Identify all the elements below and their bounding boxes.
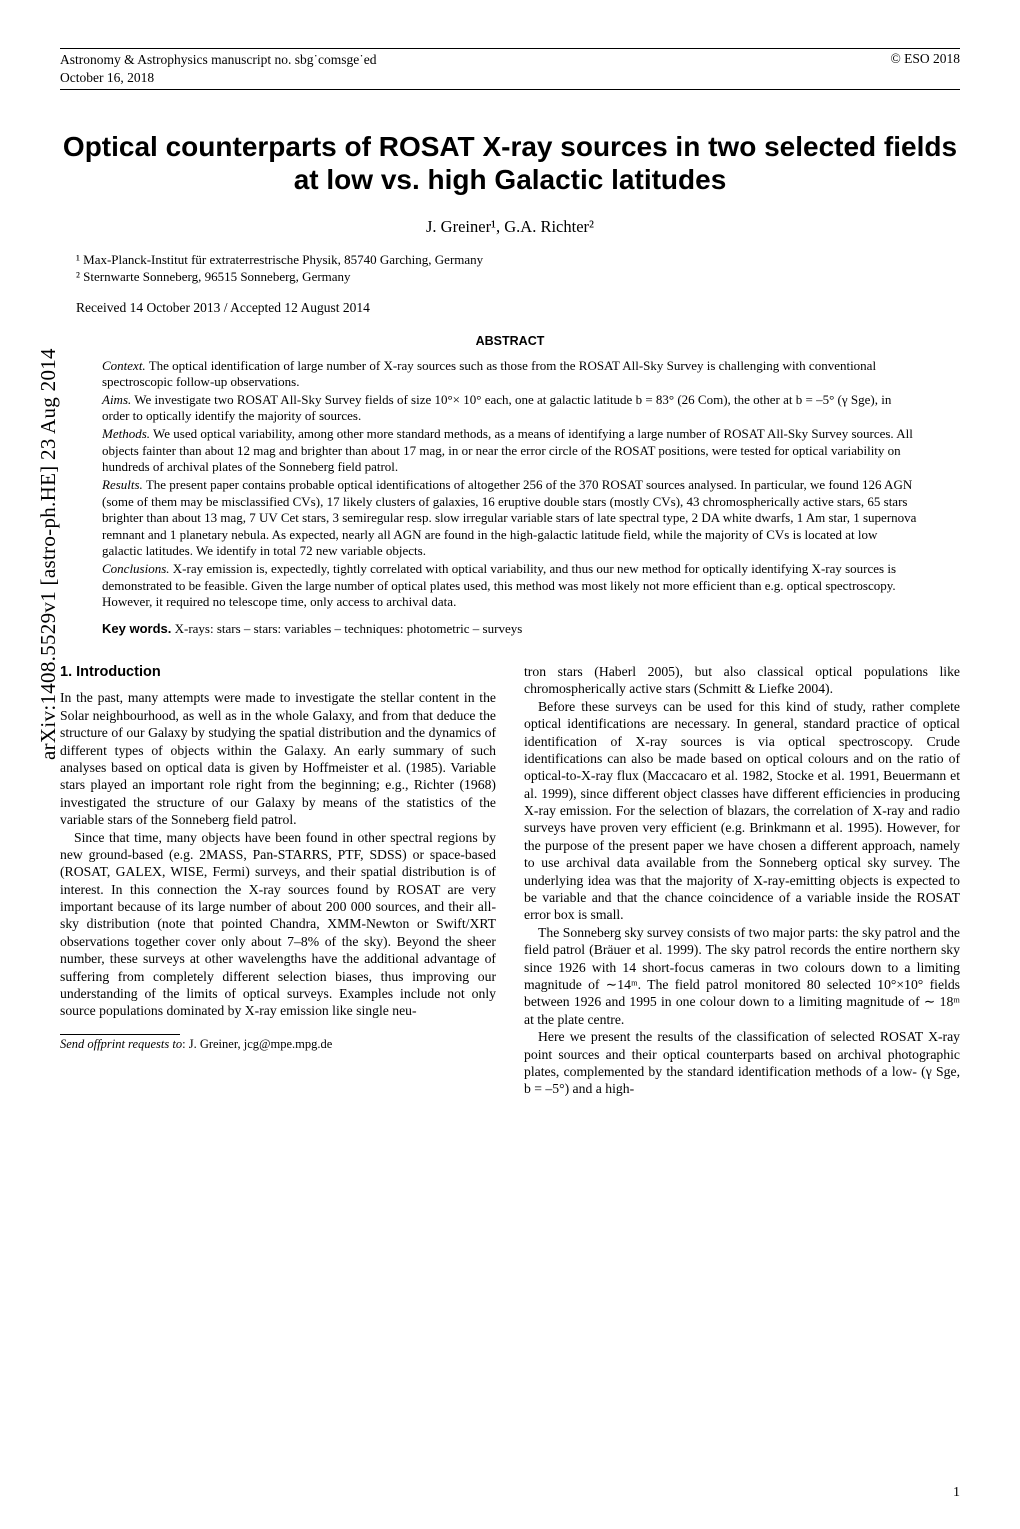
methods-label: Methods. <box>102 426 150 441</box>
context-text: The optical identification of large numb… <box>102 358 876 390</box>
footnote-rule <box>60 1034 180 1035</box>
authors: J. Greiner¹, G.A. Richter² <box>60 217 960 237</box>
right-p3: Here we present the results of the class… <box>524 1028 960 1098</box>
left-p1: In the past, many attempts were made to … <box>60 689 496 828</box>
left-column: 1. Introduction In the past, many attemp… <box>60 663 496 1098</box>
section-1-heading: 1. Introduction <box>60 663 496 681</box>
right-p0: tron stars (Haberl 2005), but also class… <box>524 663 960 698</box>
title-line-1: Optical counterparts of ROSAT X-ray sour… <box>63 131 957 162</box>
manuscript-line: Astronomy & Astrophysics manuscript no. … <box>60 51 376 69</box>
results-label: Results. <box>102 477 143 492</box>
abstract-heading: ABSTRACT <box>60 334 960 348</box>
conclusions-label: Conclusions. <box>102 561 170 576</box>
affiliation-1: ¹ Max-Planck-Institut für extraterrestri… <box>76 251 960 269</box>
footnote: Send offprint requests to: J. Greiner, j… <box>60 1037 496 1053</box>
header-copyright: © ESO 2018 <box>890 51 960 67</box>
title-line-2: at low vs. high Galactic latitudes <box>294 164 727 195</box>
conclusions-text: X-ray emission is, expectedly, tightly c… <box>102 561 896 609</box>
aims-text: We investigate two ROSAT All-Sky Survey … <box>102 392 891 424</box>
right-p2: The Sonneberg sky survey consists of two… <box>524 924 960 1028</box>
keywords-label: Key words. <box>102 621 171 636</box>
left-p2: Since that time, many objects have been … <box>60 829 496 1020</box>
methods-text: We used optical variability, among other… <box>102 426 913 474</box>
header-left: Astronomy & Astrophysics manuscript no. … <box>60 51 376 87</box>
arxiv-stamp: arXiv:1408.5529v1 [astro-ph.HE] 23 Aug 2… <box>36 348 61 760</box>
right-p1: Before these surveys can be used for thi… <box>524 698 960 924</box>
page-number: 1 <box>953 1485 960 1501</box>
affiliation-2: ² Sternwarte Sonneberg, 96515 Sonneberg,… <box>76 268 960 286</box>
keywords-text: X-rays: stars – stars: variables – techn… <box>175 621 523 636</box>
keywords-line: Key words. X-rays: stars – stars: variab… <box>102 621 918 637</box>
affiliations: ¹ Max-Planck-Institut für extraterrestri… <box>76 251 960 286</box>
received-line: Received 14 October 2013 / Accepted 12 A… <box>76 300 960 316</box>
paper-title: Optical counterparts of ROSAT X-ray sour… <box>60 130 960 196</box>
body-columns: 1. Introduction In the past, many attemp… <box>60 663 960 1098</box>
right-column: tron stars (Haberl 2005), but also class… <box>524 663 960 1098</box>
results-text: The present paper contains probable opti… <box>102 477 916 559</box>
aims-label: Aims. <box>102 392 131 407</box>
header-row: Astronomy & Astrophysics manuscript no. … <box>60 48 960 90</box>
footnote-label: Send offprint requests to <box>60 1037 182 1051</box>
abstract-block: Context. The optical identification of l… <box>102 358 918 611</box>
footnote-text: : J. Greiner, jcg@mpe.mpg.de <box>182 1037 332 1051</box>
header-date: October 16, 2018 <box>60 69 376 87</box>
context-label: Context. <box>102 358 146 373</box>
